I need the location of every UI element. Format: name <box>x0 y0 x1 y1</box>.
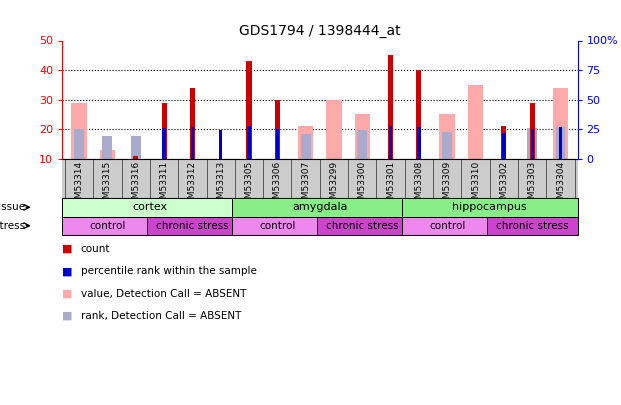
Text: chronic stress: chronic stress <box>326 221 399 231</box>
Text: GSM53311: GSM53311 <box>160 161 168 210</box>
Bar <box>247 61 252 159</box>
Text: GSM53304: GSM53304 <box>556 161 565 210</box>
Text: value, Detection Call = ABSENT: value, Detection Call = ABSENT <box>81 289 246 298</box>
Text: hippocampus: hippocampus <box>452 202 527 212</box>
Text: GSM53302: GSM53302 <box>499 161 509 210</box>
Text: GSM53303: GSM53303 <box>528 161 537 210</box>
Text: cortex: cortex <box>132 202 168 212</box>
Text: percentile rank within the sample: percentile rank within the sample <box>81 266 256 276</box>
Bar <box>402 217 492 235</box>
Bar <box>131 136 141 159</box>
Text: stress: stress <box>0 221 26 231</box>
Text: chronic stress: chronic stress <box>156 221 229 231</box>
Bar <box>402 198 578 217</box>
Bar <box>247 126 251 159</box>
Bar <box>502 133 505 159</box>
Bar <box>62 217 153 235</box>
Text: GSM53308: GSM53308 <box>414 161 424 210</box>
Text: ■: ■ <box>62 244 73 254</box>
Bar <box>301 134 310 159</box>
Bar <box>357 130 367 159</box>
Bar <box>274 100 280 159</box>
Text: control: control <box>259 221 296 231</box>
Bar <box>487 217 578 235</box>
Bar <box>553 88 568 159</box>
Text: GSM53310: GSM53310 <box>471 161 480 210</box>
Bar <box>147 217 238 235</box>
Text: ■: ■ <box>62 311 73 321</box>
Bar <box>556 127 566 159</box>
Text: ■: ■ <box>62 266 73 276</box>
Bar <box>191 127 194 159</box>
Text: GSM53299: GSM53299 <box>330 161 338 210</box>
Text: GSM53306: GSM53306 <box>273 161 282 210</box>
Bar <box>190 88 195 159</box>
Bar <box>355 114 370 159</box>
Bar <box>326 100 342 159</box>
Bar <box>133 156 138 159</box>
Text: GSM53305: GSM53305 <box>245 161 253 210</box>
Text: ■: ■ <box>62 289 73 298</box>
Bar <box>276 129 279 159</box>
Bar <box>530 129 534 159</box>
Bar <box>388 55 393 159</box>
Text: control: control <box>429 221 466 231</box>
Bar <box>317 217 407 235</box>
Text: GSM53301: GSM53301 <box>386 161 395 210</box>
Bar <box>298 126 314 159</box>
Bar <box>62 198 238 217</box>
Bar <box>559 127 562 159</box>
Text: GSM53312: GSM53312 <box>188 161 197 210</box>
Bar <box>232 217 323 235</box>
Bar <box>162 128 166 159</box>
Bar <box>442 132 452 159</box>
Text: GSM53313: GSM53313 <box>216 161 225 210</box>
Bar <box>102 136 112 159</box>
Bar <box>161 102 166 159</box>
Bar <box>501 126 507 159</box>
Bar <box>71 102 87 159</box>
Bar <box>530 102 535 159</box>
Bar <box>417 70 422 159</box>
Text: GSM53300: GSM53300 <box>358 161 367 210</box>
Bar <box>527 128 537 159</box>
Title: GDS1794 / 1398444_at: GDS1794 / 1398444_at <box>239 24 401 38</box>
Text: GSM53316: GSM53316 <box>131 161 140 210</box>
Bar <box>219 130 222 159</box>
Text: amygdala: amygdala <box>292 202 348 212</box>
Text: control: control <box>89 221 125 231</box>
Bar <box>74 129 84 159</box>
Text: rank, Detection Call = ABSENT: rank, Detection Call = ABSENT <box>81 311 241 321</box>
Bar <box>417 127 420 159</box>
Text: count: count <box>81 244 111 254</box>
Text: chronic stress: chronic stress <box>496 221 569 231</box>
Text: GSM53309: GSM53309 <box>443 161 451 210</box>
Bar <box>440 114 455 159</box>
Bar <box>389 126 392 159</box>
Bar <box>232 198 407 217</box>
Bar <box>99 150 116 159</box>
Text: GSM53315: GSM53315 <box>103 161 112 210</box>
Bar <box>468 85 483 159</box>
Text: tissue: tissue <box>0 202 26 212</box>
Text: GSM53314: GSM53314 <box>75 161 84 210</box>
Text: GSM53307: GSM53307 <box>301 161 310 210</box>
